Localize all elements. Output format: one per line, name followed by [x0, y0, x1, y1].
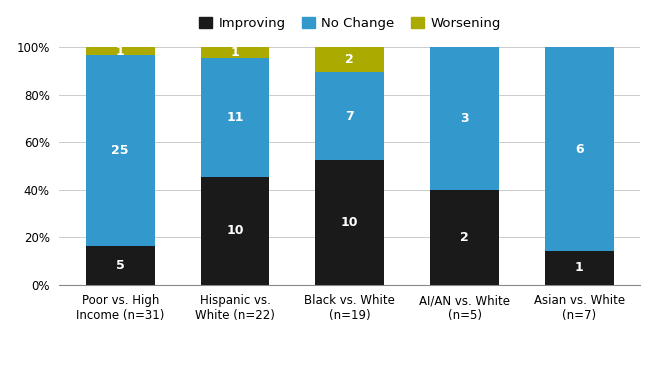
Bar — [86, 246, 154, 285]
Bar — [86, 55, 154, 246]
Text: 1: 1 — [116, 45, 125, 58]
Text: 2: 2 — [460, 231, 469, 244]
Text: 2: 2 — [345, 53, 354, 66]
Bar — [315, 160, 384, 285]
Bar — [315, 47, 384, 72]
Text: 10: 10 — [341, 216, 358, 229]
Bar — [201, 177, 269, 285]
Text: 5: 5 — [116, 259, 125, 272]
Bar — [430, 47, 499, 190]
Bar — [86, 47, 154, 55]
Bar — [545, 47, 614, 251]
Text: 6: 6 — [575, 143, 583, 155]
Text: 11: 11 — [226, 111, 244, 124]
Bar — [430, 190, 499, 285]
Bar — [545, 251, 614, 285]
Text: 1: 1 — [575, 261, 583, 274]
Text: 1: 1 — [230, 46, 240, 59]
Text: 25: 25 — [112, 144, 129, 157]
Bar — [201, 58, 269, 177]
Bar — [315, 72, 384, 160]
Text: 7: 7 — [345, 110, 354, 123]
Text: 10: 10 — [226, 224, 244, 237]
Bar — [201, 47, 269, 58]
Legend: Improving, No Change, Worsening: Improving, No Change, Worsening — [193, 11, 506, 35]
Text: 3: 3 — [460, 112, 469, 125]
